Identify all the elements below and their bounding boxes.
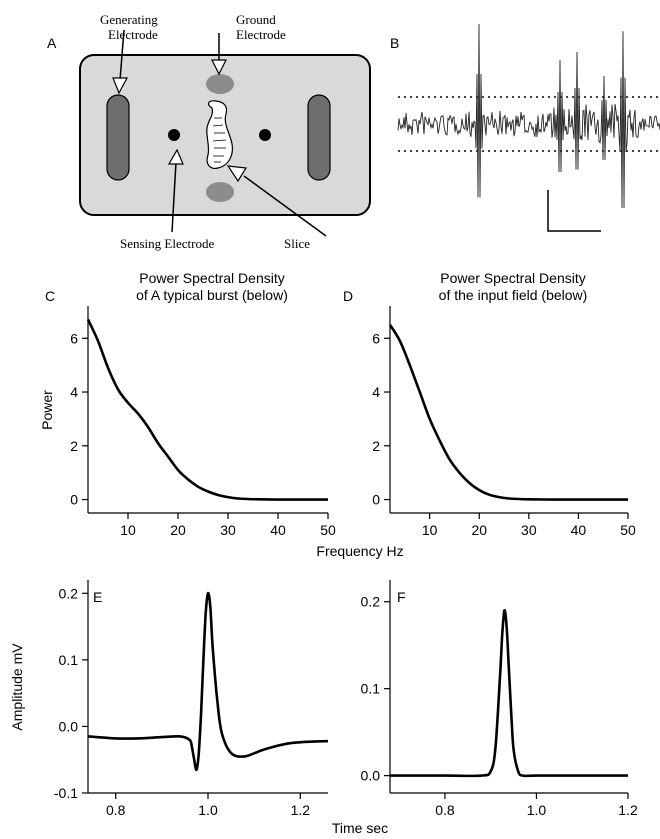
series-line bbox=[389, 609, 628, 778]
panel-letter-e: E bbox=[93, 589, 102, 605]
series-line bbox=[388, 324, 629, 501]
x-tick-label: 20 bbox=[170, 522, 186, 538]
x-tick-label: 0.8 bbox=[435, 802, 455, 818]
ground-electrode-bottom bbox=[206, 182, 234, 202]
y-tick-label: -0.1 bbox=[54, 785, 78, 801]
panel-letter-f: F bbox=[397, 589, 406, 605]
y-tick-label: 0.0 bbox=[59, 718, 79, 734]
slice-cells bbox=[212, 117, 227, 163]
frequency-axis-label: Frequency Hz bbox=[316, 543, 403, 559]
x-tick-label: 10 bbox=[120, 522, 136, 538]
x-tick-label: 1.0 bbox=[198, 802, 218, 818]
ground-electrode-top bbox=[206, 74, 234, 94]
chart-title-line1: Power Spectral Density bbox=[440, 270, 586, 286]
panel-letter-a: A bbox=[47, 35, 57, 51]
y-tick-label: 6 bbox=[70, 330, 78, 346]
pointer-arrows bbox=[112, 29, 327, 237]
chart-e: E Amplitude mV 0.8 1.0 1.2 -0.1 0.0 0.1 0.2 bbox=[9, 580, 329, 818]
slice-label: Slice bbox=[284, 236, 310, 251]
x-tick-label: 10 bbox=[422, 522, 438, 538]
sensing-electrode-right bbox=[259, 129, 271, 141]
sensing-label: Sensing Electrode bbox=[120, 236, 214, 251]
series-line bbox=[86, 318, 329, 501]
x-tick-label: 1.0 bbox=[527, 802, 547, 818]
panel-letter-b: B bbox=[390, 35, 399, 51]
sensing-electrode-left bbox=[168, 129, 180, 141]
ground-label-line1: Ground bbox=[236, 12, 276, 27]
panel-a: A Generating Electrode Ground Electrode … bbox=[47, 12, 371, 251]
y-tick-label: 0.2 bbox=[361, 594, 381, 610]
generating-label-line1: Generating bbox=[100, 12, 158, 27]
chart-title-line2: of A typical burst (below) bbox=[136, 287, 288, 303]
scale-bar bbox=[547, 190, 601, 232]
y-tick-label: 0 bbox=[372, 492, 380, 508]
y-tick-label: 4 bbox=[70, 384, 78, 400]
y-tick-label: 0.2 bbox=[59, 585, 79, 601]
y-tick-label: 0 bbox=[70, 492, 78, 508]
y-tick-label: 0.1 bbox=[59, 652, 79, 668]
time-axis-label: Time sec bbox=[332, 820, 388, 836]
generating-electrode-left bbox=[106, 94, 130, 181]
panel-b: B bbox=[390, 23, 660, 232]
x-tick-label: 20 bbox=[471, 522, 487, 538]
generating-label-line2: Electrode bbox=[108, 27, 158, 42]
y-axis-label: Power bbox=[39, 390, 55, 430]
chart-title-line2: of the input field (below) bbox=[439, 287, 588, 303]
y-tick-label: 6 bbox=[372, 330, 380, 346]
panel-letter-d: D bbox=[343, 288, 353, 304]
x-tick-label: 30 bbox=[220, 522, 236, 538]
generating-electrode-right bbox=[307, 94, 331, 181]
x-tick-label: 40 bbox=[270, 522, 286, 538]
x-tick-label: 50 bbox=[320, 522, 336, 538]
x-tick-label: 1.2 bbox=[291, 802, 311, 818]
x-tick-label: 0.8 bbox=[106, 802, 126, 818]
raw-trace bbox=[397, 23, 660, 209]
chart-f: F 0.8 1.0 1.2 0.0 0.1 0.2 bbox=[361, 580, 638, 818]
y-tick-label: 2 bbox=[70, 438, 78, 454]
y-axis-label: Amplitude mV bbox=[9, 643, 25, 731]
y-tick-label: 4 bbox=[372, 384, 380, 400]
panel-letter-c: C bbox=[45, 288, 55, 304]
x-tick-label: 30 bbox=[521, 522, 537, 538]
x-tick-label: 50 bbox=[620, 522, 636, 538]
y-tick-label: 0.1 bbox=[361, 681, 381, 697]
y-tick-label: 2 bbox=[372, 438, 380, 454]
ground-label-line2: Electrode bbox=[236, 27, 286, 42]
x-tick-label: 40 bbox=[571, 522, 587, 538]
x-tick-label: 1.2 bbox=[618, 802, 638, 818]
y-tick-label: 0.0 bbox=[361, 768, 381, 784]
slice bbox=[206, 100, 233, 169]
series-line bbox=[87, 591, 329, 772]
chart-title-line1: Power Spectral Density bbox=[139, 270, 285, 286]
